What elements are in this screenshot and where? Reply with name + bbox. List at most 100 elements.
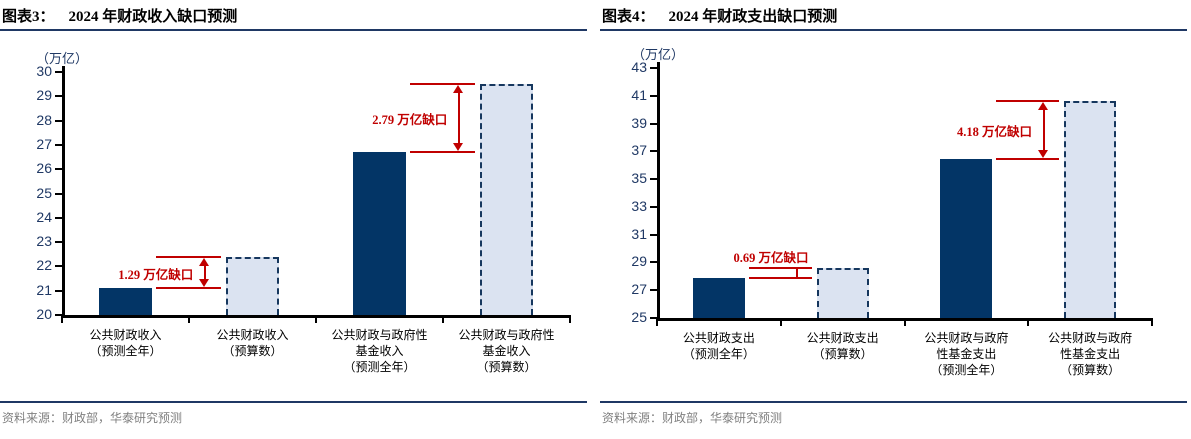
x-category-label-line: 公共财政收入 (216, 328, 289, 342)
y-tick-label: 25 (36, 184, 52, 201)
plot-area: 20 21 22 23 24 25 26 27 28 29 30 公共财政收入 （预测全年） 公共财政收入… (0, 0, 591, 439)
y-tick-label: 22 (36, 257, 52, 274)
bar-budget (480, 84, 533, 315)
x-category-label-line: 公共财政与政府性 (458, 328, 555, 342)
x-category-label-line: 公共财政收入 (89, 328, 162, 342)
x-category-label-line: （预测全年） (343, 360, 416, 374)
x-category-label-line: （预算数） (476, 360, 537, 374)
x-tick-mark (442, 315, 444, 323)
x-category-label: 公共财政支出 （预测全年） (651, 330, 787, 362)
x-category-label-line: 公共财政与政府 (924, 331, 1009, 345)
gap-arrow-shaft (458, 90, 461, 146)
x-category-label-line: （预测全年） (930, 363, 1003, 377)
gap-arrow-up-icon (453, 85, 464, 94)
gap-line-top (410, 83, 475, 86)
y-tick-mark (55, 216, 62, 219)
gap-line-bottom (748, 276, 812, 279)
x-tick-mark (1151, 318, 1153, 326)
figure-label: 图表3： (2, 9, 55, 25)
y-tick-mark (55, 119, 62, 122)
x-tick-mark (61, 315, 63, 323)
gap-arrow-down-icon (199, 279, 210, 288)
gap-connector (795, 268, 798, 278)
x-category-label-line: （预算数） (222, 344, 283, 358)
source-text: 财政部，华泰研究预测 (662, 411, 783, 425)
y-tick-mark (55, 143, 62, 146)
y-tick-label: 24 (36, 208, 52, 225)
y-tick-mark (650, 150, 657, 153)
x-category-label-line: 公共财政与政府 (1048, 331, 1133, 345)
y-tick-mark (55, 95, 62, 98)
x-category-label: 公共财政支出 （预算数） (775, 330, 911, 362)
y-tick-mark (650, 67, 657, 69)
y-axis-unit: （万亿） (36, 51, 89, 66)
y-tick-label: 23 (36, 233, 52, 250)
y-tick-label: 35 (631, 170, 647, 187)
x-category-label-line: 公共财政支出 (682, 331, 755, 345)
bar-forecast (99, 288, 152, 315)
y-tick-mark (650, 233, 657, 236)
x-category-label-line: （预算数） (812, 347, 873, 361)
y-tick-label: 29 (36, 87, 52, 104)
y-tick-mark (650, 289, 657, 292)
source-note: 资料来源：财政部，华泰研究预测 (602, 409, 782, 426)
y-axis-line (62, 66, 65, 318)
y-tick-label: 30 (36, 63, 52, 79)
footer-rule (0, 401, 587, 403)
gap-line-top (748, 267, 812, 270)
plot-area: 25 27 29 31 33 35 37 39 41 43 公共财政支出 （预测全年） 公共财政支出 （预… (600, 0, 1191, 439)
y-tick-mark (650, 317, 657, 319)
y-tick-mark (55, 265, 62, 268)
bar-budget (1064, 101, 1117, 318)
y-tick-mark (650, 261, 657, 264)
x-tick-mark (903, 318, 906, 326)
source-prefix: 资料来源： (2, 411, 63, 425)
x-category-label: 公共财政与政府性 基金收入 （预算数） (437, 327, 576, 375)
chart-title: 图表4： 2024 年财政支出缺口预测 (602, 5, 837, 26)
y-tick-mark (650, 122, 657, 125)
y-tick-mark (55, 314, 62, 316)
gap-line-bottom (156, 287, 221, 290)
gap-arrow-down-icon (453, 142, 464, 151)
y-tick-label: 27 (631, 281, 647, 298)
x-category-label-line: 基金收入 (482, 344, 531, 358)
gap-arrow-shaft (204, 262, 207, 283)
y-tick-mark (55, 241, 62, 244)
source-prefix: 资料来源： (602, 411, 663, 425)
title-underline (600, 29, 1187, 31)
source-text: 财政部，华泰研究预测 (62, 411, 183, 425)
gap-annotation-label: 0.69 万亿缺口 (733, 251, 809, 266)
y-tick-label: 28 (36, 111, 52, 128)
x-category-label-line: 性基金支出 (936, 347, 997, 361)
x-category-label: 公共财政与政府性 基金收入 （预测全年） (310, 327, 449, 375)
bar-forecast (353, 151, 406, 315)
x-category-label-line: 性基金支出 (1060, 347, 1121, 361)
y-tick-label: 21 (36, 281, 52, 298)
x-tick-mark (188, 315, 190, 323)
x-category-label-line: （预测全年） (682, 347, 755, 361)
x-category-label: 公共财政与政府 性基金支出 （预算数） (1022, 330, 1158, 378)
footer-rule (600, 401, 1187, 403)
x-tick-mark (779, 318, 782, 326)
x-tick-mark (315, 315, 317, 323)
y-tick-mark (55, 71, 62, 73)
gap-line-bottom (410, 150, 475, 153)
y-tick-label: 26 (36, 160, 52, 177)
x-category-label-line: 公共财政与政府性 (331, 328, 428, 342)
gap-line-bottom (996, 158, 1060, 161)
x-category-label-line: 公共财政支出 (806, 331, 879, 345)
y-tick-label: 29 (631, 253, 647, 270)
bar-budget (226, 256, 279, 315)
gap-arrow-up-icon (1038, 102, 1049, 111)
y-axis-line (657, 62, 660, 321)
y-tick-label: 20 (36, 306, 52, 322)
y-tick-label: 41 (631, 86, 647, 103)
x-tick-mark (1027, 318, 1030, 326)
y-tick-mark (55, 168, 62, 171)
gap-arrow-up-icon (199, 257, 210, 266)
y-tick-label: 27 (36, 135, 52, 152)
y-tick-label: 37 (631, 142, 647, 159)
y-tick-label: 33 (631, 197, 647, 214)
gap-arrow-shaft (1043, 107, 1046, 154)
